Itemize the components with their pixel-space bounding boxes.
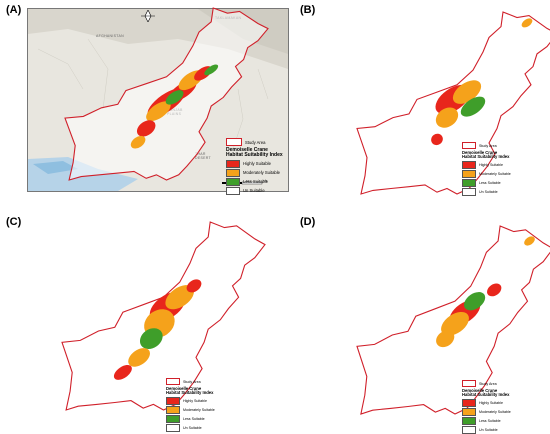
legend-swatch	[166, 405, 180, 414]
legend-subtitle: Habitat Suitability Index	[462, 392, 510, 398]
legend-subtitle: Habitat Suitability Index	[166, 390, 214, 396]
legend-label: Un Suitable	[479, 427, 498, 432]
suitability-patch	[136, 120, 156, 137]
suitability-patch	[204, 64, 219, 76]
legend-title: Demoiselle Crane	[462, 388, 498, 393]
legend-title: Demoiselle Crane	[226, 147, 268, 153]
legend-swatch	[462, 187, 476, 196]
legend-label: Less Suitable	[479, 418, 501, 423]
panel-label-d: (D)	[300, 216, 316, 228]
legend-label: Un Suitable	[479, 189, 498, 194]
legend-label: Less Suitable	[243, 179, 269, 184]
map-panel-c	[61, 221, 266, 411]
suitability-patch	[113, 364, 132, 380]
suitability-patch	[431, 133, 443, 146]
place-label: AFGHANISTAN	[96, 34, 124, 38]
study-area-label: Study Area	[479, 381, 497, 386]
legend-b: Study Area Demoiselle Crane Habitat Suit…	[462, 142, 511, 196]
legend-swatch	[226, 168, 240, 177]
legend-swatch	[462, 416, 476, 425]
suitability-patch	[146, 101, 171, 122]
legend-swatch	[462, 407, 476, 416]
legend-d: Study Area Demoiselle Crane Habitat Suit…	[462, 380, 511, 434]
scale-label: km	[246, 180, 250, 183]
suitability-patch	[521, 18, 533, 28]
suitability-patch	[441, 311, 469, 336]
study-area-swatch	[226, 138, 242, 146]
legend-swatch	[462, 425, 476, 434]
legend-label: Moderately Suitable	[479, 171, 511, 176]
legend-subtitle: Habitat Suitability Index	[226, 152, 283, 159]
legend-label: Highly Suitable	[479, 400, 503, 405]
study-area-swatch	[462, 142, 476, 149]
map-panel-b	[356, 11, 550, 195]
north-arrow-icon	[141, 10, 155, 22]
suitability-patch	[464, 292, 486, 311]
panel-label-c: (C)	[6, 216, 22, 228]
legend-label: Less Suitable	[183, 416, 205, 421]
suitability-patch	[165, 285, 195, 310]
legend-title: Demoiselle Crane	[166, 386, 202, 391]
suitability-patch	[186, 279, 202, 293]
legend-swatch	[226, 159, 240, 168]
suitability-patch	[487, 283, 502, 297]
legend-label: Moderately Suitable	[183, 407, 215, 412]
legend-a: Study Area Demoiselle Crane Habitat Suit…	[226, 138, 283, 195]
legend-swatch	[462, 160, 476, 169]
suitability-patch	[435, 107, 459, 128]
study-area-label: Study Area	[183, 379, 201, 384]
suitability-patch	[460, 96, 486, 117]
map-panel-a	[64, 7, 269, 181]
map-panel-d	[356, 225, 550, 415]
suitability-patch	[524, 236, 535, 246]
legend-swatch	[462, 169, 476, 178]
legend-label: Un Suitable	[183, 425, 202, 430]
suitability-patch	[130, 135, 146, 149]
panel-label-a: (A)	[6, 4, 22, 16]
place-label: THAR DESERT	[195, 152, 211, 160]
study-area-label: Study Area	[479, 143, 497, 148]
suitability-patch	[436, 330, 455, 348]
legend-c: Study Area Demoiselle Crane Habitat Suit…	[166, 378, 215, 432]
legend-label: Un Suitable	[243, 188, 265, 193]
legend-label: Highly Suitable	[479, 162, 503, 167]
legend-swatch	[166, 423, 180, 432]
study-area-swatch	[166, 378, 180, 385]
legend-label: Highly Suitable	[183, 398, 207, 403]
legend-swatch	[166, 396, 180, 405]
study-area-label: Study Area	[245, 139, 266, 145]
legend-label: Highly Suitable	[243, 161, 271, 166]
legend-title: Demoiselle Crane	[462, 150, 498, 155]
legend-label: Moderately Suitable	[243, 170, 281, 175]
suitability-patch	[165, 90, 184, 105]
scale-value: 375	[263, 180, 268, 183]
legend-swatch	[462, 398, 476, 407]
study-area-swatch	[462, 380, 476, 387]
legend-swatch	[226, 186, 240, 195]
legend-subtitle: Habitat Suitability Index	[462, 154, 510, 160]
suitability-patch	[139, 328, 163, 350]
legend-swatch	[462, 178, 476, 187]
panel-label-b: (B)	[300, 4, 316, 16]
suitability-patch	[128, 348, 150, 367]
legend-swatch	[226, 177, 240, 186]
legend-swatch	[166, 414, 180, 423]
legend-label: Less Suitable	[479, 180, 501, 185]
legend-label: Moderately Suitable	[479, 409, 511, 414]
